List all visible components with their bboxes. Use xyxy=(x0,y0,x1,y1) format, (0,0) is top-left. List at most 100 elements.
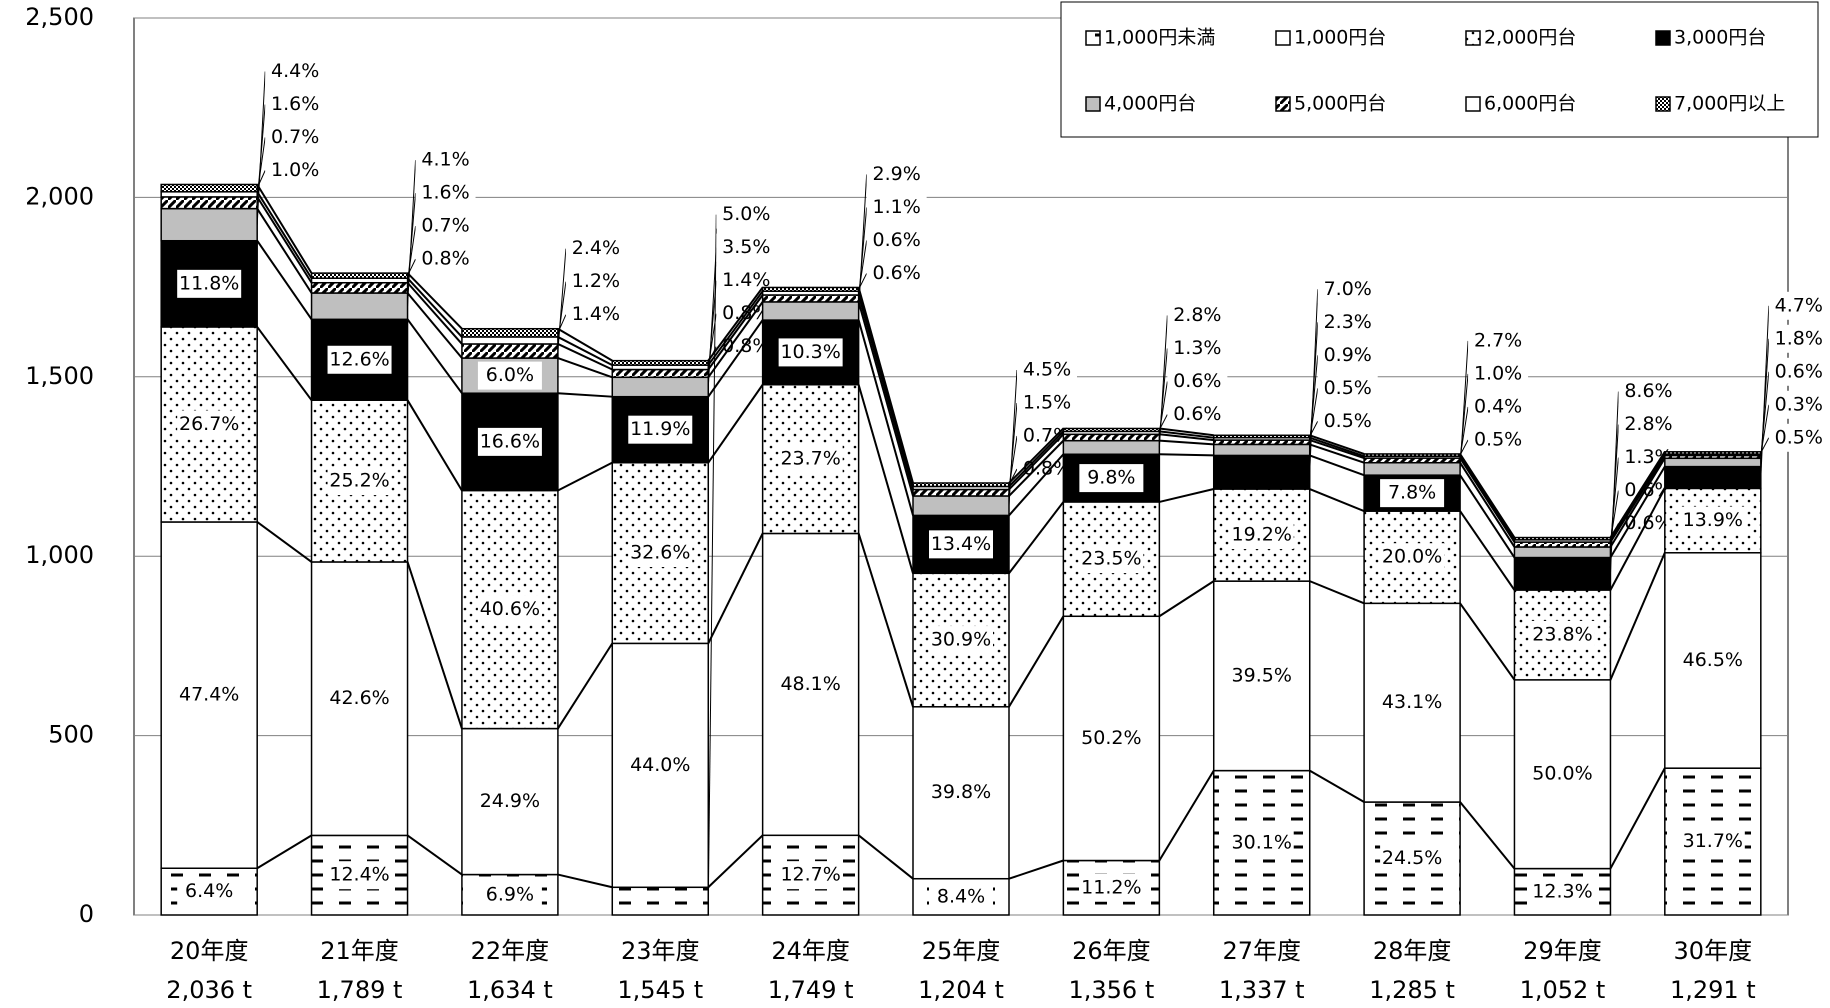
series-line xyxy=(406,318,463,394)
series-line xyxy=(1309,439,1365,460)
series-line xyxy=(1459,602,1516,681)
series-line xyxy=(858,834,914,880)
label-bg xyxy=(1167,400,1228,429)
leader-line xyxy=(707,214,717,902)
series-line xyxy=(707,301,764,378)
label-bg xyxy=(1167,334,1228,363)
label-bg xyxy=(1229,521,1294,550)
series-line xyxy=(857,301,914,497)
label-bg xyxy=(1468,326,1529,355)
leader-line xyxy=(1309,388,1319,439)
series-line xyxy=(857,319,914,516)
legend-swatch xyxy=(1655,30,1671,46)
label-bg xyxy=(1167,301,1228,330)
label-bg xyxy=(1317,374,1378,403)
series-line xyxy=(857,384,914,574)
data-label: 1.0% xyxy=(1474,362,1522,384)
series-line xyxy=(1008,427,1065,484)
series-line xyxy=(707,294,764,371)
label-bg xyxy=(866,259,927,288)
y-tick-label: 500 xyxy=(48,721,94,749)
data-label: 1.6% xyxy=(271,93,319,115)
label-bg xyxy=(1530,877,1595,906)
bar-segment xyxy=(912,495,1010,517)
label-bg xyxy=(1229,661,1294,690)
series-line xyxy=(557,327,613,362)
leader-line xyxy=(557,248,567,352)
series-line xyxy=(707,290,764,366)
data-label: 48.1% xyxy=(780,673,840,695)
series-line xyxy=(1159,430,1214,439)
bar-segment xyxy=(1212,434,1311,439)
data-label: 3.5% xyxy=(722,236,770,258)
label-bg xyxy=(415,146,476,175)
label-bg xyxy=(1768,390,1829,419)
label-bg xyxy=(1468,425,1529,454)
label-bg xyxy=(1380,688,1445,717)
label-bg xyxy=(1530,620,1595,649)
x-tick-label: 26年度 xyxy=(1072,937,1151,965)
label-bg xyxy=(1229,828,1294,857)
data-label: 0.5% xyxy=(1324,377,1372,399)
leader-line xyxy=(1459,406,1469,458)
bar-segment xyxy=(160,196,258,210)
data-label: 11.2% xyxy=(1081,876,1141,898)
data-label: 2.4% xyxy=(572,237,620,259)
data-label: 13.9% xyxy=(1683,509,1743,531)
series-line xyxy=(406,272,463,330)
y-tick-label: 2,000 xyxy=(25,182,94,210)
leader-line xyxy=(1760,404,1770,455)
data-label: 12.3% xyxy=(1532,880,1592,902)
leader-line xyxy=(1760,437,1770,454)
label-bg xyxy=(1317,341,1378,370)
data-label: 0.7% xyxy=(421,215,469,237)
legend-label: 1,000円未満 xyxy=(1104,27,1215,49)
bar-segment xyxy=(611,359,710,366)
data-label: 40.6% xyxy=(480,598,540,620)
data-label: 47.4% xyxy=(179,684,239,706)
bar-segment xyxy=(611,376,710,398)
x-tick-label: 28年度 xyxy=(1373,937,1452,965)
series-line xyxy=(256,326,313,401)
bar-segment xyxy=(160,191,258,198)
series-line xyxy=(406,399,463,492)
x-tick-label: 30年度 xyxy=(1674,937,1753,965)
y-tick-label: 0 xyxy=(79,900,94,928)
series-line xyxy=(1008,453,1065,517)
data-label: 2.7% xyxy=(1474,329,1522,351)
data-label: 2.8% xyxy=(1173,304,1221,326)
data-label: 1.5% xyxy=(1023,392,1071,414)
label-bg xyxy=(866,226,927,255)
label-bg xyxy=(1618,410,1679,439)
legend-label: 1,000円台 xyxy=(1294,27,1386,49)
data-label: 4.5% xyxy=(1023,359,1071,381)
label-bg xyxy=(565,267,626,296)
series-line xyxy=(557,336,613,366)
x-tick-label: 20年度 xyxy=(170,937,249,965)
label-bg xyxy=(415,212,476,241)
bar-segment xyxy=(1212,443,1311,457)
series-line xyxy=(1008,433,1065,491)
data-label: 9.8% xyxy=(1087,467,1135,489)
x-tick-total: 1,204 t xyxy=(918,976,1004,1004)
leader-line xyxy=(1008,435,1018,489)
data-label: 0.7% xyxy=(271,126,319,148)
data-label: 44.0% xyxy=(630,754,690,776)
label-bg xyxy=(1317,308,1378,337)
data-label: 24.5% xyxy=(1382,847,1442,869)
bar-segment xyxy=(310,281,409,294)
label-bg xyxy=(1079,545,1144,574)
bar-segment xyxy=(1513,556,1612,591)
legend-swatch xyxy=(1655,96,1671,112)
y-tick-label: 1,000 xyxy=(25,541,94,569)
label-bg xyxy=(177,877,242,906)
data-label: 24.9% xyxy=(480,790,540,812)
series-line xyxy=(256,240,313,320)
label-bg xyxy=(1680,827,1745,856)
label-bg xyxy=(1380,844,1445,873)
legend-label: 5,000円台 xyxy=(1294,93,1386,115)
label-bg xyxy=(415,179,476,208)
data-label: 20.0% xyxy=(1382,546,1442,568)
legend-swatch xyxy=(1275,30,1291,46)
